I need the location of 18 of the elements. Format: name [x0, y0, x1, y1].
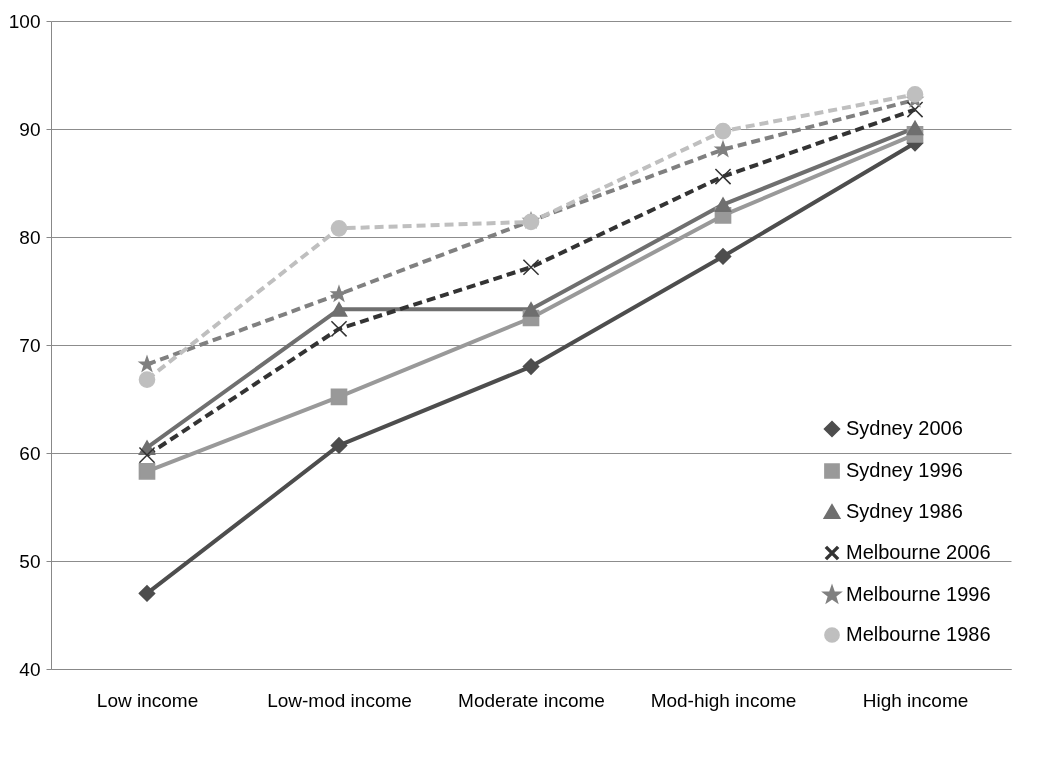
y-tick-label: 60	[19, 442, 41, 464]
legend-label: Sydney 2006	[846, 417, 963, 439]
x-tick-label: Moderate income	[458, 689, 605, 711]
legend-label: Sydney 1996	[846, 459, 963, 481]
x-tick-label: Low income	[96, 689, 199, 711]
y-tick-label: 50	[19, 550, 41, 572]
x-tick-label: Mod-high income	[650, 689, 797, 711]
y-tick-label: 100	[8, 10, 41, 32]
x-tick-label: High income	[862, 689, 969, 711]
legend-label: Sydney 1986	[846, 500, 963, 522]
legend-label: Melbourne 2006	[846, 541, 991, 563]
y-tick-label: 80	[19, 226, 41, 248]
x-tick-label: Low-mod income	[267, 689, 412, 711]
legend-label: Melbourne 1996	[846, 583, 991, 605]
y-tick-label: 90	[19, 118, 41, 140]
y-tick-label: 70	[19, 334, 41, 356]
y-tick-label: 40	[19, 658, 41, 680]
legend-label: Melbourne 1986	[846, 623, 991, 645]
